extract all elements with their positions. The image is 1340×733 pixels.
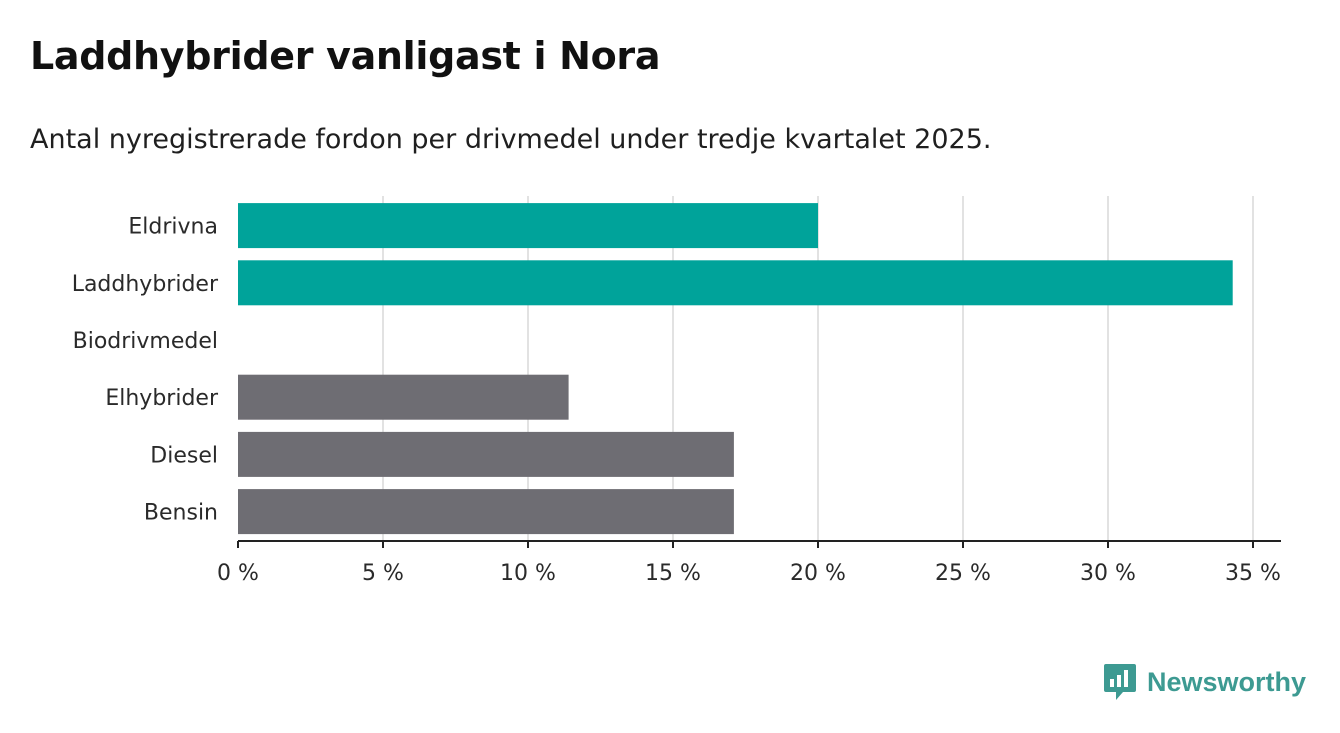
x-tick-label: 15 % [645, 561, 701, 586]
x-tick-label: 0 % [217, 561, 259, 586]
category-label: Biodrivmedel [73, 329, 218, 354]
category-label: Diesel [150, 443, 218, 468]
chart-title: Laddhybrider vanligast i Nora [30, 34, 661, 78]
bar [238, 203, 818, 249]
bar [238, 431, 734, 477]
x-tick-label: 30 % [1080, 561, 1136, 586]
x-tick-label: 20 % [790, 561, 846, 586]
category-label: Bensin [144, 501, 218, 526]
bar [238, 260, 1233, 306]
bar [238, 489, 734, 535]
category-label: Eldrivna [128, 215, 218, 240]
x-tick-label: 35 % [1225, 561, 1281, 586]
category-label: Elhybrider [105, 386, 219, 411]
brand-name: Newsworthy [1147, 666, 1307, 697]
newsworthy-logo: Newsworthy [1103, 662, 1306, 702]
bar-chart-icon [1104, 664, 1136, 700]
chart-subtitle: Antal nyregistrerade fordon per drivmede… [30, 124, 992, 155]
x-tick-label: 25 % [935, 561, 991, 586]
x-tick-label: 10 % [500, 561, 556, 586]
bar [238, 374, 569, 420]
category-label: Laddhybrider [72, 272, 219, 297]
x-tick-label: 5 % [362, 561, 404, 586]
